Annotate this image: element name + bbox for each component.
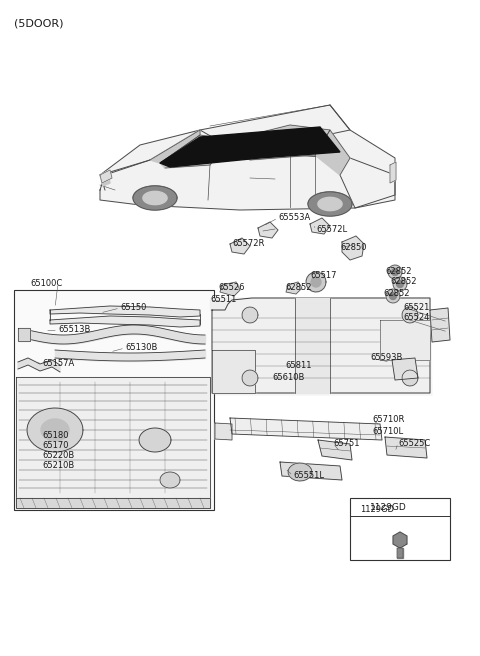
Text: 65551L: 65551L [293, 472, 324, 480]
Text: 65170: 65170 [42, 440, 69, 449]
Polygon shape [318, 440, 352, 460]
Polygon shape [210, 298, 432, 395]
Polygon shape [215, 423, 232, 440]
Polygon shape [330, 105, 395, 208]
Text: 62852: 62852 [385, 266, 411, 276]
Polygon shape [100, 172, 110, 186]
Polygon shape [139, 428, 171, 452]
Polygon shape [160, 127, 340, 167]
Text: 65710L: 65710L [372, 426, 403, 436]
Text: 65521: 65521 [403, 302, 430, 312]
Polygon shape [16, 377, 210, 498]
Text: 65511: 65511 [210, 295, 236, 304]
Polygon shape [393, 277, 407, 291]
Polygon shape [230, 238, 250, 254]
Polygon shape [220, 282, 240, 296]
Text: 62850: 62850 [340, 243, 367, 253]
Text: 65157A: 65157A [42, 358, 74, 367]
Text: 62852: 62852 [285, 283, 312, 293]
Text: 62852: 62852 [383, 289, 409, 298]
Polygon shape [27, 408, 83, 452]
Polygon shape [258, 222, 278, 238]
Polygon shape [242, 307, 258, 323]
Text: 65526: 65526 [218, 283, 244, 293]
Polygon shape [230, 418, 382, 440]
Polygon shape [50, 306, 200, 327]
Polygon shape [310, 218, 330, 234]
Polygon shape [100, 170, 112, 183]
Text: 65150: 65150 [120, 304, 146, 312]
Text: 65593B: 65593B [370, 354, 402, 363]
Polygon shape [308, 192, 352, 216]
Polygon shape [315, 130, 350, 175]
Polygon shape [393, 532, 407, 548]
Polygon shape [160, 472, 180, 488]
Text: 62852: 62852 [390, 277, 417, 287]
Text: 65100C: 65100C [30, 279, 62, 287]
Polygon shape [100, 130, 240, 175]
Polygon shape [385, 437, 427, 458]
Text: 65513B: 65513B [58, 325, 90, 335]
Polygon shape [392, 268, 398, 276]
Text: 65517: 65517 [310, 272, 336, 281]
Polygon shape [230, 125, 330, 160]
Polygon shape [402, 307, 418, 323]
Polygon shape [280, 462, 342, 480]
Polygon shape [386, 289, 400, 303]
Text: 65130B: 65130B [125, 344, 157, 352]
Text: 65811: 65811 [285, 361, 312, 371]
Polygon shape [306, 272, 326, 292]
Polygon shape [397, 548, 403, 558]
Polygon shape [210, 298, 235, 310]
Text: 65180: 65180 [42, 430, 69, 440]
Polygon shape [212, 298, 430, 393]
Polygon shape [390, 293, 396, 300]
Polygon shape [150, 105, 350, 160]
Polygon shape [318, 197, 342, 211]
Polygon shape [380, 320, 430, 360]
Polygon shape [16, 498, 210, 508]
Bar [14, 290, 214, 510]
Polygon shape [242, 370, 258, 386]
Polygon shape [100, 153, 395, 210]
Text: 65220B: 65220B [42, 451, 74, 459]
Polygon shape [212, 350, 255, 393]
Text: 65524: 65524 [403, 314, 430, 323]
Bar [350, 498, 450, 560]
Text: 1129GD: 1129GD [360, 506, 394, 514]
Polygon shape [295, 298, 330, 393]
Polygon shape [133, 186, 177, 210]
Text: 65751: 65751 [333, 438, 360, 447]
Polygon shape [160, 135, 230, 168]
Text: 65710R: 65710R [372, 415, 404, 424]
Polygon shape [430, 308, 450, 342]
Text: 65572R: 65572R [232, 239, 264, 247]
Text: 65610B: 65610B [272, 373, 304, 382]
Polygon shape [18, 328, 30, 341]
Polygon shape [388, 265, 402, 279]
Polygon shape [402, 370, 418, 386]
Text: 65525C: 65525C [398, 438, 430, 447]
Text: (5DOOR): (5DOOR) [14, 18, 63, 28]
Polygon shape [18, 358, 60, 372]
Polygon shape [392, 358, 418, 380]
Text: 65553A: 65553A [278, 213, 310, 222]
Polygon shape [342, 236, 364, 260]
Text: 65210B: 65210B [42, 461, 74, 470]
Text: 1129GD: 1129GD [370, 504, 407, 512]
Polygon shape [150, 130, 200, 163]
Polygon shape [41, 419, 69, 441]
Polygon shape [143, 192, 167, 205]
Polygon shape [311, 277, 321, 287]
Polygon shape [286, 282, 302, 294]
Text: 65572L: 65572L [316, 226, 347, 234]
Polygon shape [396, 281, 404, 287]
Polygon shape [288, 463, 312, 481]
Polygon shape [390, 162, 396, 183]
